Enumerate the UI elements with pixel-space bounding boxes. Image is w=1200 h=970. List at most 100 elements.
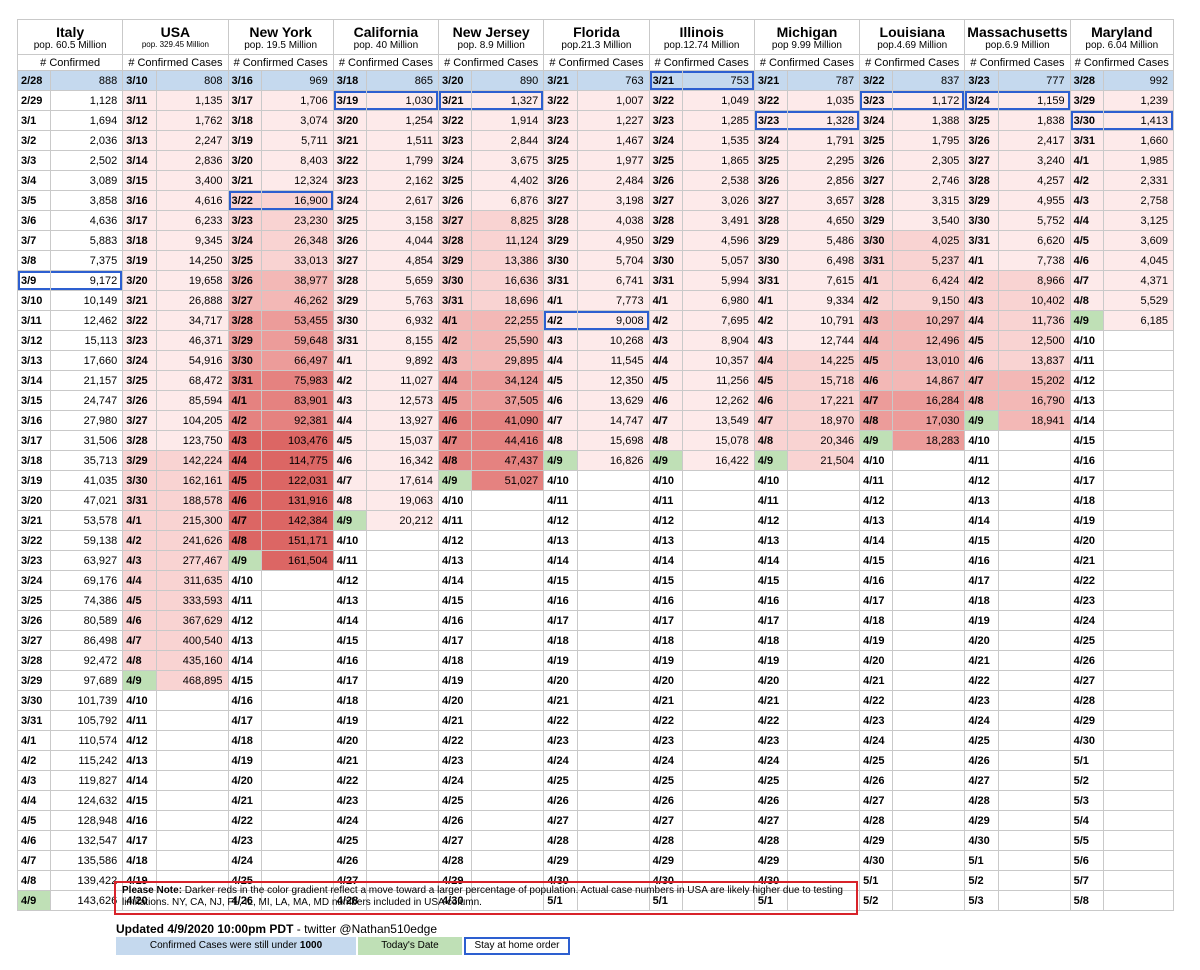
cases-cell-maryland — [1103, 690, 1174, 711]
date-cell-usa: 3/23 — [122, 330, 157, 351]
cases-cell-italy: 21,157 — [50, 370, 124, 391]
cases-cell-maryland — [1103, 530, 1174, 551]
date-cell-maryland: 4/22 — [1069, 570, 1105, 591]
date-cell-california: 4/22 — [332, 770, 368, 791]
cases-cell-illinois — [681, 610, 755, 631]
date-cell-california: 4/8 — [332, 490, 368, 511]
cases-cell-florida — [576, 650, 650, 671]
cases-cell-california: 13,927 — [366, 410, 440, 431]
cases-cell-michigan — [787, 690, 861, 711]
date-cell-michigan: 4/9 — [753, 450, 789, 471]
cases-cell-new-jersey: 51,027 — [471, 470, 545, 491]
date-cell-illinois: 3/29 — [648, 230, 683, 251]
date-cell-florida: 3/26 — [543, 170, 578, 191]
cases-cell-louisiana — [892, 530, 966, 551]
date-cell-maryland: 5/8 — [1069, 890, 1105, 911]
cases-cell-maryland: 992 — [1103, 70, 1174, 91]
date-cell-italy: 3/8 — [16, 250, 52, 271]
date-cell-new-jersey: 4/9 — [438, 470, 473, 491]
cases-cell-florida — [576, 510, 650, 531]
cases-cell-maryland: 1,985 — [1103, 150, 1174, 171]
table-row: 3/7 5,883 3/18 9,345 3/24 26,348 3/26 4,044 3/28… — [16, 230, 1174, 251]
cases-cell-california: 4,854 — [366, 250, 440, 271]
date-cell-florida: 4/10 — [543, 470, 578, 491]
cases-cell-maryland — [1103, 350, 1174, 371]
date-cell-new-jersey: 3/21 — [438, 90, 473, 111]
date-cell-illinois: 4/26 — [648, 790, 683, 811]
date-cell-california: 3/31 — [332, 330, 368, 351]
cases-cell-michigan: 7,615 — [787, 270, 861, 291]
cases-cell-louisiana: 9,150 — [892, 290, 966, 311]
cases-cell-maryland — [1103, 670, 1174, 691]
cases-cell-illinois: 7,695 — [681, 310, 755, 331]
date-cell-new-jersey: 3/23 — [438, 130, 473, 151]
date-cell-florida: 4/23 — [543, 730, 578, 751]
cases-cell-massachusetts — [997, 610, 1071, 631]
cases-cell-new-jersey: 1,914 — [471, 110, 545, 131]
cases-cell-michigan: 4,650 — [787, 210, 861, 231]
date-cell-italy: 3/16 — [16, 410, 52, 431]
cases-cell-illinois — [681, 790, 755, 811]
date-cell-italy: 3/3 — [16, 150, 52, 171]
cases-cell-michigan: 17,221 — [787, 390, 861, 411]
date-cell-new-york: 4/24 — [227, 850, 262, 871]
date-cell-italy: 3/9 — [16, 270, 52, 291]
date-cell-illinois: 4/14 — [648, 550, 683, 571]
population-massachusetts: pop.6.9 Million — [964, 40, 1071, 55]
date-cell-italy: 3/21 — [16, 510, 52, 531]
date-cell-california: 3/30 — [332, 310, 368, 331]
cases-cell-new-york — [260, 730, 334, 751]
cases-cell-maryland: 6,185 — [1103, 310, 1174, 331]
date-cell-michigan: 4/12 — [753, 510, 789, 531]
date-cell-michigan: 3/29 — [753, 230, 789, 251]
cases-cell-michigan: 2,856 — [787, 170, 861, 191]
cases-cell-italy: 97,689 — [50, 670, 124, 691]
cases-cell-massachusetts: 5,752 — [997, 210, 1071, 231]
cases-cell-illinois: 10,357 — [681, 350, 755, 371]
date-cell-new-york: 4/18 — [227, 730, 262, 751]
cases-cell-new-jersey: 16,636 — [471, 270, 545, 291]
cases-cell-new-jersey: 41,090 — [471, 410, 545, 431]
date-cell-usa: 3/27 — [122, 410, 157, 431]
cases-cell-florida: 5,704 — [576, 250, 650, 271]
cases-cell-new-jersey: 29,895 — [471, 350, 545, 371]
date-cell-usa: 4/2 — [122, 530, 157, 551]
date-cell-louisiana: 3/25 — [859, 130, 894, 151]
cases-cell-new-york — [260, 750, 334, 771]
date-cell-new-york: 4/1 — [227, 390, 262, 411]
cases-cell-louisiana: 12,496 — [892, 330, 966, 351]
cases-cell-louisiana: 10,297 — [892, 310, 966, 331]
cases-cell-california: 1,511 — [366, 130, 440, 151]
cases-cell-italy: 92,472 — [50, 650, 124, 671]
cases-cell-italy: 35,713 — [50, 450, 124, 471]
date-cell-illinois: 4/10 — [648, 470, 683, 491]
cases-cell-massachusetts — [997, 550, 1071, 571]
date-cell-michigan: 4/23 — [753, 730, 789, 751]
date-cell-maryland: 4/25 — [1069, 630, 1105, 651]
date-cell-new-york: 4/12 — [227, 610, 262, 631]
cases-cell-usa — [155, 830, 229, 851]
date-cell-michigan: 3/22 — [753, 90, 789, 111]
date-cell-usa: 4/20 — [122, 890, 157, 911]
date-cell-new-york: 3/23 — [227, 210, 262, 231]
date-cell-italy: 3/6 — [16, 210, 52, 231]
date-cell-michigan: 4/28 — [753, 830, 789, 851]
date-cell-louisiana: 3/31 — [859, 250, 894, 271]
cases-cell-maryland: 3,125 — [1103, 210, 1174, 231]
date-cell-louisiana: 4/20 — [859, 650, 894, 671]
cases-cell-florida — [576, 610, 650, 631]
cases-cell-california — [366, 550, 440, 571]
date-cell-new-york: 4/13 — [227, 630, 262, 651]
date-cell-usa: 3/14 — [122, 150, 157, 171]
date-cell-maryland: 5/5 — [1069, 830, 1105, 851]
cases-cell-illinois — [681, 510, 755, 531]
date-cell-italy: 3/14 — [16, 370, 52, 391]
cases-cell-new-york: 12,324 — [260, 170, 334, 191]
cases-cell-new-jersey — [471, 490, 545, 511]
date-cell-italy: 4/1 — [16, 730, 52, 751]
cases-cell-new-jersey: 13,386 — [471, 250, 545, 271]
date-cell-florida: 3/28 — [543, 210, 578, 231]
date-cell-massachusetts: 4/9 — [964, 410, 999, 431]
cases-cell-new-jersey — [471, 570, 545, 591]
cases-cell-massachusetts — [997, 710, 1071, 731]
